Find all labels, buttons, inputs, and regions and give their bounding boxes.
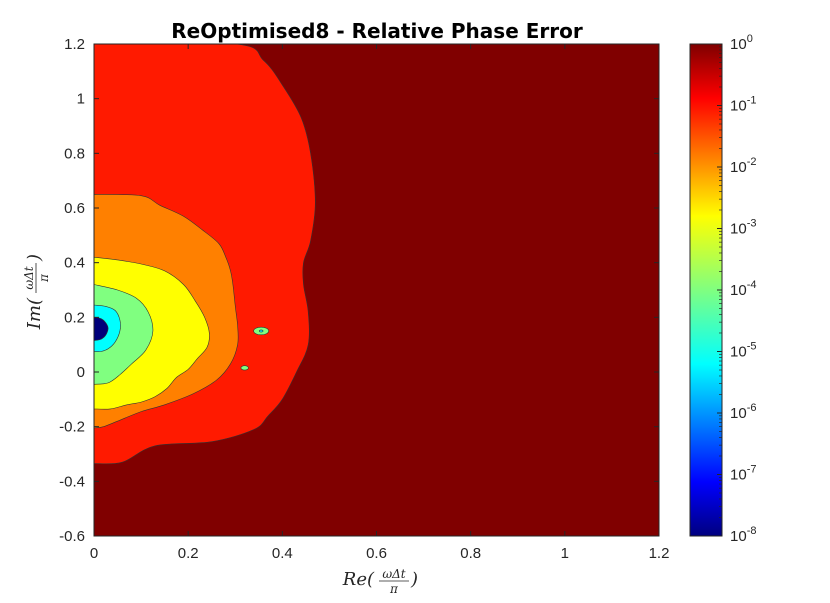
y-tick-label: 1.2 bbox=[64, 36, 85, 53]
y-tick-label: 1 bbox=[77, 91, 85, 108]
x-tick-label: 0.6 bbox=[366, 545, 387, 562]
y-tick-label: -0.2 bbox=[59, 419, 85, 436]
contour-island-2 bbox=[240, 365, 249, 371]
svg-text:π: π bbox=[37, 273, 51, 283]
x-axis-label: Re( ωΔt π ) bbox=[342, 567, 418, 596]
x-tick-label: 0 bbox=[90, 545, 98, 562]
colorbar: 100 10-1 10-2 10-3 10-4 10-5 10-6 10-7 10-8 bbox=[689, 33, 756, 545]
y-tick-label: 0 bbox=[77, 364, 85, 381]
y-tick-label: 0.6 bbox=[64, 200, 85, 217]
svg-text:ωΔt: ωΔt bbox=[382, 567, 405, 581]
svg-text:π: π bbox=[389, 582, 399, 596]
colorbar-gradient bbox=[689, 43, 723, 537]
colorbar-tick-label: 10-5 bbox=[730, 341, 756, 361]
y-tick-label: -0.4 bbox=[59, 473, 85, 490]
y-axis: 1.2 1 0.8 0.6 0.4 0.2 0 -0.2 -0.4 -0.6 bbox=[59, 36, 659, 545]
y-axis-label: Im( ωΔt π ) bbox=[22, 254, 51, 330]
x-tick-label: 1 bbox=[561, 545, 569, 562]
x-tick-label: 0.2 bbox=[178, 545, 199, 562]
colorbar-tick-label: 10-8 bbox=[730, 525, 756, 545]
colorbar-tick-label: 100 bbox=[730, 33, 753, 53]
svg-text:Im(: Im( bbox=[24, 297, 45, 330]
x-tick-label: 0.4 bbox=[272, 545, 293, 562]
colorbar-tick-label: 10-1 bbox=[730, 95, 756, 115]
x-tick-label: 1.2 bbox=[649, 545, 670, 562]
y-tick-label: -0.6 bbox=[59, 528, 85, 545]
contour-region-1e-8 bbox=[94, 316, 109, 341]
colorbar-tick-label: 10-6 bbox=[730, 402, 756, 422]
svg-text:): ) bbox=[24, 254, 45, 262]
svg-text:): ) bbox=[410, 569, 418, 590]
svg-text:ωΔt: ωΔt bbox=[22, 266, 36, 289]
y-tick-label: 0.8 bbox=[64, 145, 85, 162]
svg-text:Re(: Re( bbox=[342, 569, 375, 590]
plot-area bbox=[94, 44, 659, 536]
y-tick-label: 0.2 bbox=[64, 309, 85, 326]
colorbar-tick-label: 10-4 bbox=[730, 279, 756, 299]
x-axis: 0 0.2 0.4 0.6 0.8 1 1.2 bbox=[90, 44, 670, 562]
y-tick-label: 0.4 bbox=[64, 255, 85, 272]
colorbar-tick-label: 10-2 bbox=[730, 156, 756, 176]
contour-island-1 bbox=[258, 329, 264, 333]
chart-title: ReOptimised8 - Relative Phase Error bbox=[171, 19, 583, 43]
colorbar-tick-label: 10-3 bbox=[730, 218, 756, 238]
x-tick-label: 0.8 bbox=[460, 545, 481, 562]
colorbar-tick-label: 10-7 bbox=[730, 464, 756, 484]
